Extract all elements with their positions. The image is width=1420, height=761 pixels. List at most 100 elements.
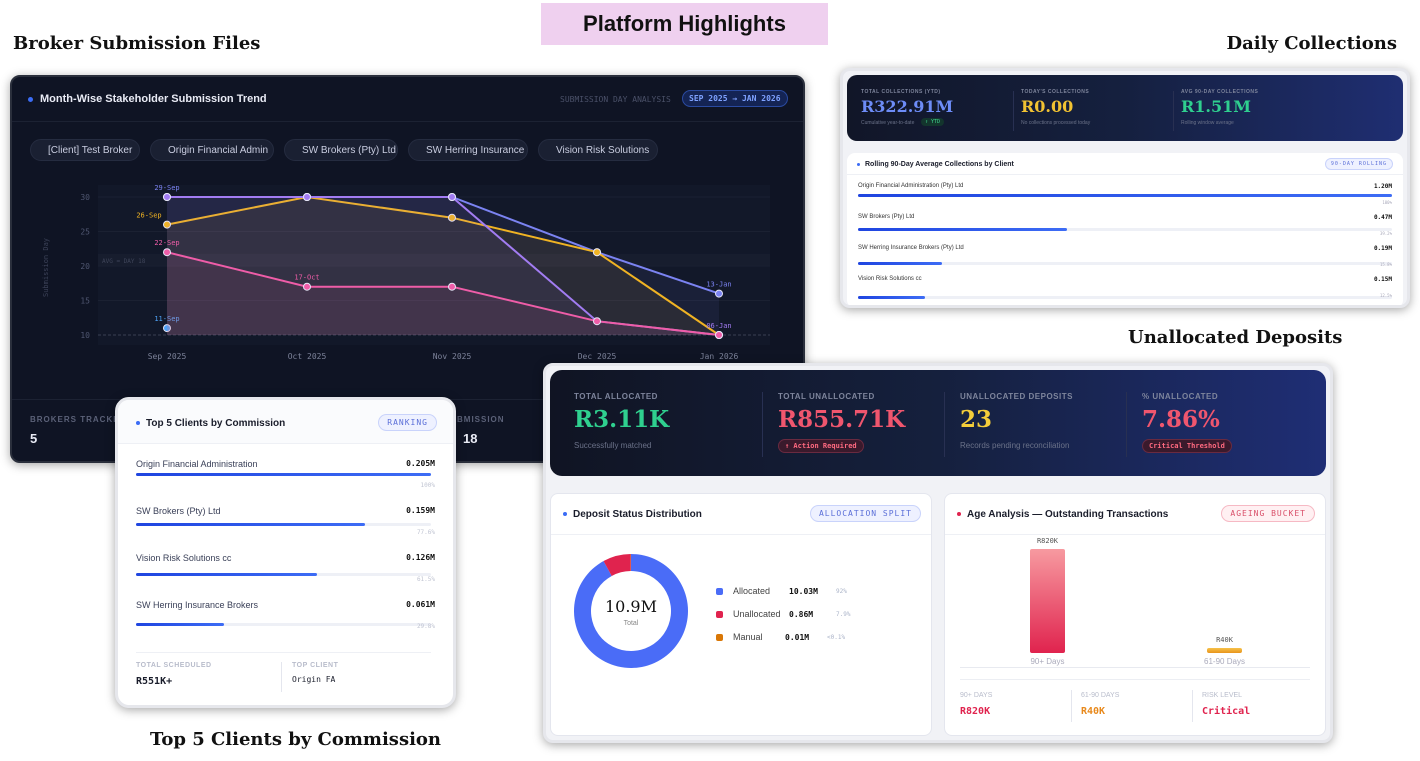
legend-value: 0.86M	[789, 610, 814, 619]
point-label: 22-Sep	[154, 239, 179, 247]
x-tick-label: Dec 2025	[578, 352, 617, 361]
date-range-badge[interactable]: SEP 2025 → JAN 2026	[682, 90, 788, 107]
stat-value-brokers: 5	[30, 431, 38, 446]
data-point[interactable]	[715, 289, 723, 298]
donut-slice[interactable]	[603, 554, 631, 576]
kpi-value: 23	[960, 406, 993, 433]
data-point[interactable]	[303, 282, 311, 291]
kpi-label: TOTAL ALLOCATED	[574, 392, 658, 401]
deposit-status-panel: Deposit Status Distribution ALLOCATION S…	[550, 493, 932, 736]
client-name: Origin Financial Administration	[136, 459, 258, 469]
client-name: Origin Financial Administration (Pty) Lt…	[858, 183, 964, 189]
commission-bar-fill	[136, 473, 431, 476]
age-title: Age Analysis — Outstanding Transactions	[957, 509, 1168, 520]
kpi-label: TOTAL UNALLOCATED	[778, 392, 875, 401]
rolling-panel: Rolling 90-Day Average Collections by Cl…	[847, 153, 1403, 305]
commission-bar-fill	[136, 573, 318, 576]
collection-bar	[858, 228, 1392, 231]
daily-collections-card: TOTAL COLLECTIONS (YTD) R322.91M Cumulativ…	[840, 68, 1410, 308]
age-footer-value: Critical	[1202, 706, 1251, 717]
unallocated-deposits-card: TOTAL ALLOCATED R3.11K Successfully matche…	[543, 363, 1333, 743]
data-point[interactable]	[303, 193, 311, 201]
legend-item[interactable]: [Client] Test Broker	[30, 139, 140, 161]
trend-subtitle: SUBMISSION DAY ANALYSIS	[560, 95, 671, 104]
legend-item[interactable]: Origin Financial Admin	[150, 139, 274, 161]
total-scheduled-label: TOTAL SCHEDULED	[136, 662, 212, 669]
data-point[interactable]	[163, 248, 171, 257]
page-banner: Platform Highlights	[541, 3, 828, 45]
deposit-donut-chart	[574, 554, 688, 668]
age-footer-label: 90+ DAYS	[960, 692, 993, 699]
client-value: 0.061M	[406, 600, 435, 609]
age-bar[interactable]	[1030, 549, 1065, 653]
client-pct: 100%	[1382, 200, 1392, 205]
legend-item[interactable]: SW Herring Insurance	[408, 139, 528, 161]
y-tick-label: 25	[80, 228, 90, 237]
x-tick-label: Jan 2026	[700, 352, 739, 361]
title-dot-icon	[28, 96, 33, 102]
data-point[interactable]	[448, 213, 456, 222]
kpi-subtext: Successfully matched	[574, 441, 652, 450]
client-value: 0.19M	[1373, 245, 1392, 252]
series-area	[167, 197, 719, 335]
data-point[interactable]	[163, 220, 171, 229]
data-point[interactable]	[715, 331, 723, 339]
data-point[interactable]	[163, 324, 171, 333]
collection-bar-fill	[858, 296, 925, 299]
caption-broker: Broker Submission Files	[13, 33, 261, 54]
kpi-label: AVG 90-DAY COLLECTIONS	[1181, 89, 1259, 95]
kpi-value: R855.71K	[778, 406, 906, 433]
y-tick-label: 20	[80, 262, 90, 271]
kpi-value: R3.11K	[574, 406, 670, 433]
client-value: 0.126M	[406, 553, 435, 562]
client-pct: 15.8%	[1379, 262, 1392, 267]
ageing-bucket-tag: AGEING BUCKET	[1221, 505, 1315, 522]
age-footer-label: RISK LEVEL	[1202, 692, 1243, 699]
kpi-badge: ↑ Action Required	[778, 439, 864, 453]
data-point[interactable]	[593, 317, 601, 326]
data-point[interactable]	[163, 193, 171, 201]
legend-item[interactable]: SW Brokers (Pty) Ltd	[284, 139, 398, 161]
point-label: 06-Jan	[706, 322, 731, 330]
collection-bar	[858, 296, 1392, 299]
total-scheduled-value: R551K+	[136, 676, 173, 687]
commission-bar	[136, 573, 431, 576]
collection-bar	[858, 194, 1392, 197]
client-name: SW Herring Insurance Brokers (Pty) Ltd	[858, 245, 964, 251]
legend-item[interactable]: Vision Risk Solutions	[538, 139, 658, 161]
age-bar-value: R40K	[1216, 635, 1233, 644]
client-value: 0.15M	[1373, 276, 1392, 283]
data-point[interactable]	[448, 282, 456, 291]
client-pct: 29.8%	[416, 623, 435, 630]
ranking-tag: RANKING	[378, 414, 437, 431]
donut-slice[interactable]	[574, 554, 688, 668]
donut-total: 10.9M	[604, 597, 657, 616]
stat-label-brokers: BROKERS TRACKED	[30, 415, 127, 424]
title-dot-icon	[563, 512, 567, 517]
commission-bar-fill	[136, 523, 365, 526]
commission-bar	[136, 473, 431, 476]
kpi-label: % UNALLOCATED	[1142, 392, 1219, 401]
series-area	[167, 197, 719, 335]
point-label: 26-Sep	[136, 212, 161, 220]
data-point[interactable]	[593, 248, 601, 257]
kpi-subtext: Records pending reconciliation	[960, 441, 1070, 450]
series-area	[167, 197, 719, 335]
kpi-subtext: Rolling window average	[1181, 120, 1234, 126]
kpi-value: R1.51M	[1181, 97, 1251, 116]
y-tick-label: 30	[80, 193, 90, 202]
commission-bar	[136, 523, 431, 526]
age-footer-value: R820K	[960, 706, 991, 717]
age-bar-label: 90+ Days	[1030, 657, 1065, 666]
ytd-badge: ↑ YTD	[921, 118, 945, 126]
age-bar[interactable]	[1207, 647, 1242, 653]
title-dot-icon	[957, 512, 961, 517]
kpi-label: TOTAL COLLECTIONS (YTD)	[861, 89, 941, 95]
client-pct: 100%	[420, 482, 435, 489]
client-name: Vision Risk Solutions cc	[858, 276, 922, 282]
data-point[interactable]	[448, 193, 456, 201]
deposits-kpi-strip: TOTAL ALLOCATED R3.11K Successfully matche…	[550, 370, 1326, 476]
y-tick-label: 15	[80, 297, 90, 306]
caption-unallocated: Unallocated Deposits	[1128, 327, 1343, 348]
legend-swatch-icon	[716, 634, 723, 641]
